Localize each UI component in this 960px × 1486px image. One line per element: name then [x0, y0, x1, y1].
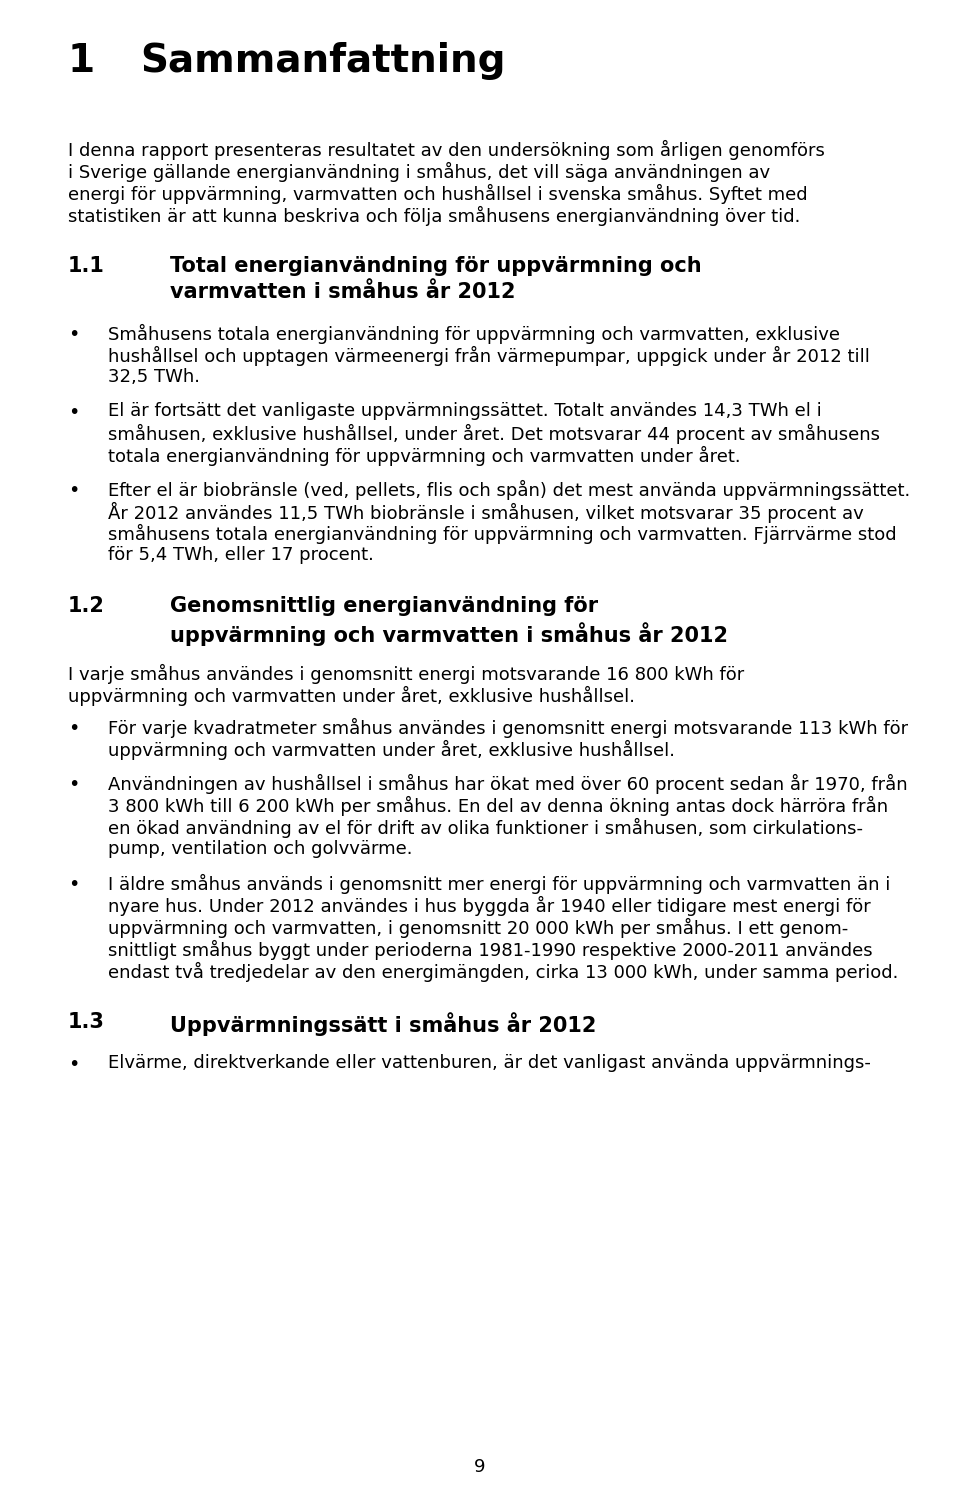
Text: snittligt småhus byggt under perioderna 1981-1990 respektive 2000-2011 användes: snittligt småhus byggt under perioderna …	[108, 941, 873, 960]
Text: •: •	[68, 776, 80, 794]
Text: småhusen, exklusive hushållsel, under året. Det motsvarar 44 procent av småhusen: småhusen, exklusive hushållsel, under år…	[108, 424, 880, 444]
Text: Småhusens totala energianvändning för uppvärmning och varmvatten, exklusive: Småhusens totala energianvändning för up…	[108, 324, 840, 345]
Text: pump, ventilation och golvvärme.: pump, ventilation och golvvärme.	[108, 840, 413, 857]
Text: 1: 1	[68, 42, 95, 80]
Text: 1.3: 1.3	[68, 1012, 105, 1031]
Text: Användningen av hushållsel i småhus har ökat med över 60 procent sedan år 1970, : Användningen av hushållsel i småhus har …	[108, 774, 907, 794]
Text: I äldre småhus används i genomsnitt mer energi för uppvärmning och varmvatten än: I äldre småhus används i genomsnitt mer …	[108, 874, 890, 895]
Text: 3 800 kWh till 6 200 kWh per småhus. En del av denna ökning antas dock härröra f: 3 800 kWh till 6 200 kWh per småhus. En …	[108, 796, 888, 816]
Text: varmvatten i småhus år 2012: varmvatten i småhus år 2012	[170, 282, 516, 302]
Text: för 5,4 TWh, eller 17 procent.: för 5,4 TWh, eller 17 procent.	[108, 545, 373, 565]
Text: i Sverige gällande energianvändning i småhus, det vill säga användningen av: i Sverige gällande energianvändning i sm…	[68, 162, 770, 183]
Text: nyare hus. Under 2012 användes i hus byggda år 1940 eller tidigare mest energi f: nyare hus. Under 2012 användes i hus byg…	[108, 896, 871, 915]
Text: •: •	[68, 325, 80, 343]
Text: •: •	[68, 719, 80, 739]
Text: År 2012 användes 11,5 TWh biobränsle i småhusen, vilket motsvarar 35 procent av: År 2012 användes 11,5 TWh biobränsle i s…	[108, 502, 864, 523]
Text: För varje kvadratmeter småhus användes i genomsnitt energi motsvarande 113 kWh f: För varje kvadratmeter småhus användes i…	[108, 718, 908, 739]
Text: Total energianvändning för uppvärmning och: Total energianvändning för uppvärmning o…	[170, 256, 702, 276]
Text: 9: 9	[474, 1458, 486, 1476]
Text: 1.1: 1.1	[68, 256, 105, 276]
Text: •: •	[68, 1055, 80, 1074]
Text: hushållsel och upptagen värmeenergi från värmepumpar, uppgick under år 2012 till: hushållsel och upptagen värmeenergi från…	[108, 346, 870, 366]
Text: I varje småhus användes i genomsnitt energi motsvarande 16 800 kWh för: I varje småhus användes i genomsnitt ene…	[68, 664, 744, 684]
Text: Sammanfattning: Sammanfattning	[140, 42, 506, 80]
Text: en ökad användning av el för drift av olika funktioner i småhusen, som cirkulati: en ökad användning av el för drift av ol…	[108, 817, 863, 838]
Text: Uppvärmningssätt i småhus år 2012: Uppvärmningssätt i småhus år 2012	[170, 1012, 596, 1036]
Text: •: •	[68, 403, 80, 422]
Text: 32,5 TWh.: 32,5 TWh.	[108, 369, 200, 386]
Text: uppvärmning och varmvatten i småhus år 2012: uppvärmning och varmvatten i småhus år 2…	[170, 623, 728, 646]
Text: energi för uppvärmning, varmvatten och hushållsel i svenska småhus. Syftet med: energi för uppvärmning, varmvatten och h…	[68, 184, 807, 204]
Text: statistiken är att kunna beskriva och följa småhusens energianvändning över tid.: statistiken är att kunna beskriva och fö…	[68, 207, 801, 226]
Text: uppvärmning och varmvatten, i genomsnitt 20 000 kWh per småhus. I ett genom-: uppvärmning och varmvatten, i genomsnitt…	[108, 918, 849, 938]
Text: •: •	[68, 481, 80, 499]
Text: Genomsnittlig energianvändning för: Genomsnittlig energianvändning för	[170, 596, 598, 617]
Text: 1.2: 1.2	[68, 596, 105, 617]
Text: uppvärmning och varmvatten under året, exklusive hushållsel.: uppvärmning och varmvatten under året, e…	[108, 740, 675, 759]
Text: El är fortsätt det vanligaste uppvärmningssättet. Totalt användes 14,3 TWh el i: El är fortsätt det vanligaste uppvärmnin…	[108, 403, 822, 421]
Text: totala energianvändning för uppvärmning och varmvatten under året.: totala energianvändning för uppvärmning …	[108, 446, 740, 467]
Text: •: •	[68, 875, 80, 895]
Text: småhusens totala energianvändning för uppvärmning och varmvatten. Fjärrvärme sto: småhusens totala energianvändning för up…	[108, 525, 897, 544]
Text: I denna rapport presenteras resultatet av den undersökning som årligen genomförs: I denna rapport presenteras resultatet a…	[68, 140, 825, 160]
Text: endast två tredjedelar av den energimängden, cirka 13 000 kWh, under samma perio: endast två tredjedelar av den energimäng…	[108, 961, 899, 982]
Text: Efter el är biobränsle (ved, pellets, flis och spån) det mest använda uppvärmnin: Efter el är biobränsle (ved, pellets, fl…	[108, 480, 910, 501]
Text: Elvärme, direktverkande eller vattenburen, är det vanligast använda uppvärmnings: Elvärme, direktverkande eller vattenbure…	[108, 1054, 871, 1071]
Text: uppvärmning och varmvatten under året, exklusive hushållsel.: uppvärmning och varmvatten under året, e…	[68, 687, 635, 706]
